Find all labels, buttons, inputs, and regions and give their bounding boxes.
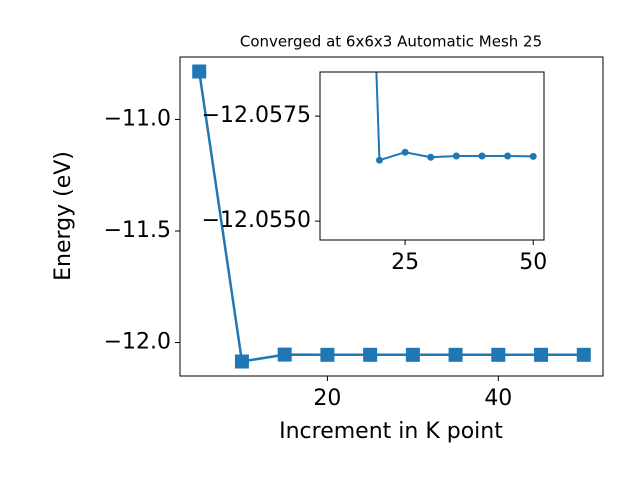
data-point xyxy=(504,152,512,160)
y-tick-label: −12.0 xyxy=(104,330,171,355)
data-point xyxy=(363,347,378,362)
series-group xyxy=(192,64,591,369)
axes-frame xyxy=(319,71,545,241)
data-point xyxy=(192,64,207,79)
x-axis-label: Increment in K point xyxy=(279,419,503,444)
x-tick-label: 25 xyxy=(391,250,419,275)
data-line xyxy=(197,71,584,363)
data-point xyxy=(452,152,460,160)
data-point xyxy=(529,152,537,160)
data-point xyxy=(375,156,383,164)
data-point xyxy=(448,347,463,362)
data-point xyxy=(277,347,292,362)
data-point xyxy=(576,347,591,362)
data-point xyxy=(478,152,486,160)
x-tick-label: 20 xyxy=(313,386,341,411)
x-tick-label: 50 xyxy=(519,250,547,275)
axes-frame xyxy=(179,56,604,377)
data-point xyxy=(491,347,506,362)
data-point xyxy=(534,347,549,362)
y-tick-label: −11.5 xyxy=(104,218,171,243)
data-point xyxy=(401,148,409,156)
series-group xyxy=(375,72,537,164)
y-tick-label: −11.0 xyxy=(104,106,171,131)
data-point xyxy=(405,347,420,362)
chart-title: Converged at 6x6x3 Automatic Mesh 25 xyxy=(240,33,542,51)
y-tick-label: −12.0575 xyxy=(202,103,311,128)
data-point xyxy=(234,354,249,369)
data-point xyxy=(320,347,335,362)
y-axis-label: Energy (eV) xyxy=(51,151,76,281)
y-tick-label: −12.0550 xyxy=(202,208,311,233)
x-tick-label: 40 xyxy=(484,386,512,411)
data-point xyxy=(427,153,435,161)
data-line xyxy=(375,72,534,162)
